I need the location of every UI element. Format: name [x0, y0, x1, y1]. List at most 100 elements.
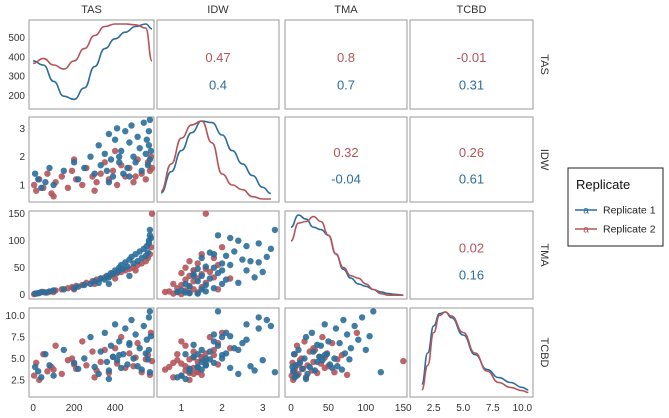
scatter-point-tma-idw — [182, 280, 189, 288]
scatter-point-tma-idw — [247, 258, 254, 265]
scatter-point-tcbd-tma — [319, 357, 326, 364]
legend-glyph: a — [583, 225, 589, 236]
scatter-point-tcbd-tas — [147, 333, 155, 340]
row-header-tma: TMA — [538, 243, 550, 267]
scatter-point-idw-tas — [70, 159, 78, 166]
scatter-point-tma-idw — [198, 272, 205, 279]
scatter-point-tcbd-tma — [302, 375, 310, 383]
scatter-point-idw-tas — [134, 133, 141, 140]
scatter-point-tma-tas — [144, 249, 152, 256]
scatter-point-idw-tas — [116, 153, 123, 160]
scatter-point-idw-tas — [103, 167, 111, 174]
scatter-point-tcbd-idw — [235, 370, 242, 378]
scatter-point-idw-tas — [42, 179, 49, 186]
corr-label-replicate-1: 0.61 — [459, 171, 484, 186]
scatter-point-tcbd-tas — [87, 333, 94, 341]
scatter-point-tcbd-tas — [58, 370, 65, 378]
scatter-point-idw-tas — [118, 147, 125, 155]
scatter-point-tma-idw — [198, 254, 205, 262]
scatter-point-tcbd-idw — [251, 367, 258, 374]
scatter-point-tma-tas — [146, 226, 154, 234]
x-tick-label-idw: 3 — [260, 403, 266, 414]
scatter-point-tcbd-tas — [105, 375, 113, 383]
scatter-point-idw-tas — [33, 187, 40, 194]
scatter-point-tcbd-tma — [325, 338, 332, 345]
scatter-point-idw-tas — [38, 184, 45, 191]
scatter-point-tma-tas — [75, 283, 82, 290]
scatter-point-tcbd-tma — [343, 371, 351, 378]
y-tick-label-tma: 0 — [19, 290, 25, 301]
scatter-point-idw-tas — [50, 193, 57, 200]
scatter-point-tcbd-tas — [136, 345, 143, 352]
scatter-point-tcbd-idw — [263, 316, 270, 324]
scatter-point-tcbd-idw — [214, 342, 222, 349]
scatter-point-tcbd-tma — [334, 363, 341, 370]
y-tick-label-idw: 2 — [19, 152, 25, 163]
scatter-point-tcbd-tma — [302, 333, 310, 341]
scatter-point-idw-tas — [64, 184, 72, 191]
scatter-point-idw-tas — [130, 179, 137, 186]
scatter-point-idw-tas — [145, 128, 153, 135]
scatter-point-tcbd-idw — [206, 356, 214, 363]
scatter-point-tma-idw — [218, 280, 226, 288]
density-curve-tma-rep2 — [290, 215, 404, 297]
scatter-point-idw-tas — [60, 167, 67, 174]
scatter-point-tcbd-idw — [210, 331, 218, 338]
y-tick-label-tcbd: 5.0 — [11, 354, 25, 365]
corr-label-replicate-1: 0.7 — [337, 77, 355, 92]
panel-tma-tcbd — [409, 210, 534, 300]
scatter-point-tcbd-idw — [206, 348, 214, 355]
scatter-point-tcbd-tma — [346, 356, 353, 363]
scatter-point-tcbd-idw — [186, 365, 193, 372]
scatter-point-tma-idw — [206, 275, 214, 282]
scatter-point-tcbd-tas — [50, 366, 57, 373]
corr-label-replicate-1: 0.16 — [459, 268, 484, 283]
scatter-point-tma-idw — [227, 234, 234, 242]
scatter-point-tma-tas — [147, 234, 155, 242]
scatter-point-idw-tas — [30, 181, 38, 189]
scatter-point-tcbd-tas — [30, 372, 38, 379]
scatter-point-tcbd-idw — [243, 321, 250, 328]
scatter-point-tcbd-tas — [91, 363, 98, 371]
scatter-point-tcbd-tma — [314, 358, 321, 366]
scatter-point-tcbd-tas — [116, 338, 123, 345]
x-tick-label-tma: 100 — [357, 403, 374, 414]
scatter-point-tma-idw — [218, 260, 226, 267]
scatter-point-idw-tas — [101, 150, 109, 157]
scatter-point-tma-idw — [182, 264, 189, 271]
scatter-point-tcbd-idw — [271, 369, 279, 376]
scatter-point-tcbd-tas — [126, 341, 133, 348]
scatter-point-tcbd-tas — [144, 356, 152, 363]
scatter-point-tcbd-tas — [145, 314, 153, 321]
corr-label-replicate-2: 0.32 — [333, 145, 358, 160]
scatter-point-tma-tas — [148, 210, 156, 217]
scatter-point-tcbd-tas — [60, 346, 67, 354]
y-tick-label-tma: 150 — [8, 209, 25, 220]
scatter-point-tcbd-tas — [146, 308, 154, 315]
scatter-point-tcbd-tma — [314, 341, 321, 348]
scatter-point-idw-tas — [145, 142, 153, 149]
density-curve-tma-rep1 — [290, 214, 404, 296]
x-tick-label-tcbd: 10.0 — [513, 403, 533, 414]
scatter-point-tma-idw — [263, 253, 270, 261]
column-header-tcbd: TCBD — [457, 4, 487, 16]
legend-glyph: a — [583, 206, 589, 217]
scatter-point-tma-idw — [194, 290, 201, 297]
scatter-point-tcbd-idw — [227, 364, 234, 372]
scatter-point-idw-tas — [122, 128, 129, 135]
scatter-point-idw-tas — [109, 173, 117, 180]
scatter-point-idw-tas — [105, 130, 113, 138]
density-curve-idw-rep2 — [160, 120, 271, 200]
row-header-tcbd: TCBD — [538, 338, 550, 368]
scatter-point-tcbd-idw — [161, 366, 169, 373]
scatter-point-idw-tas — [93, 179, 100, 186]
scatter-point-tcbd-tas — [105, 367, 113, 374]
scatter-point-tcbd-tma — [362, 346, 369, 354]
scatter-point-tcbd-tma — [304, 370, 311, 378]
scatter-point-tma-idw — [194, 278, 201, 285]
scatter-point-tma-idw — [259, 268, 266, 276]
y-tick-label-tma: 100 — [8, 236, 25, 247]
scatter-point-tcbd-tas — [107, 342, 115, 349]
corr-label-replicate-2: -0.01 — [457, 50, 487, 65]
